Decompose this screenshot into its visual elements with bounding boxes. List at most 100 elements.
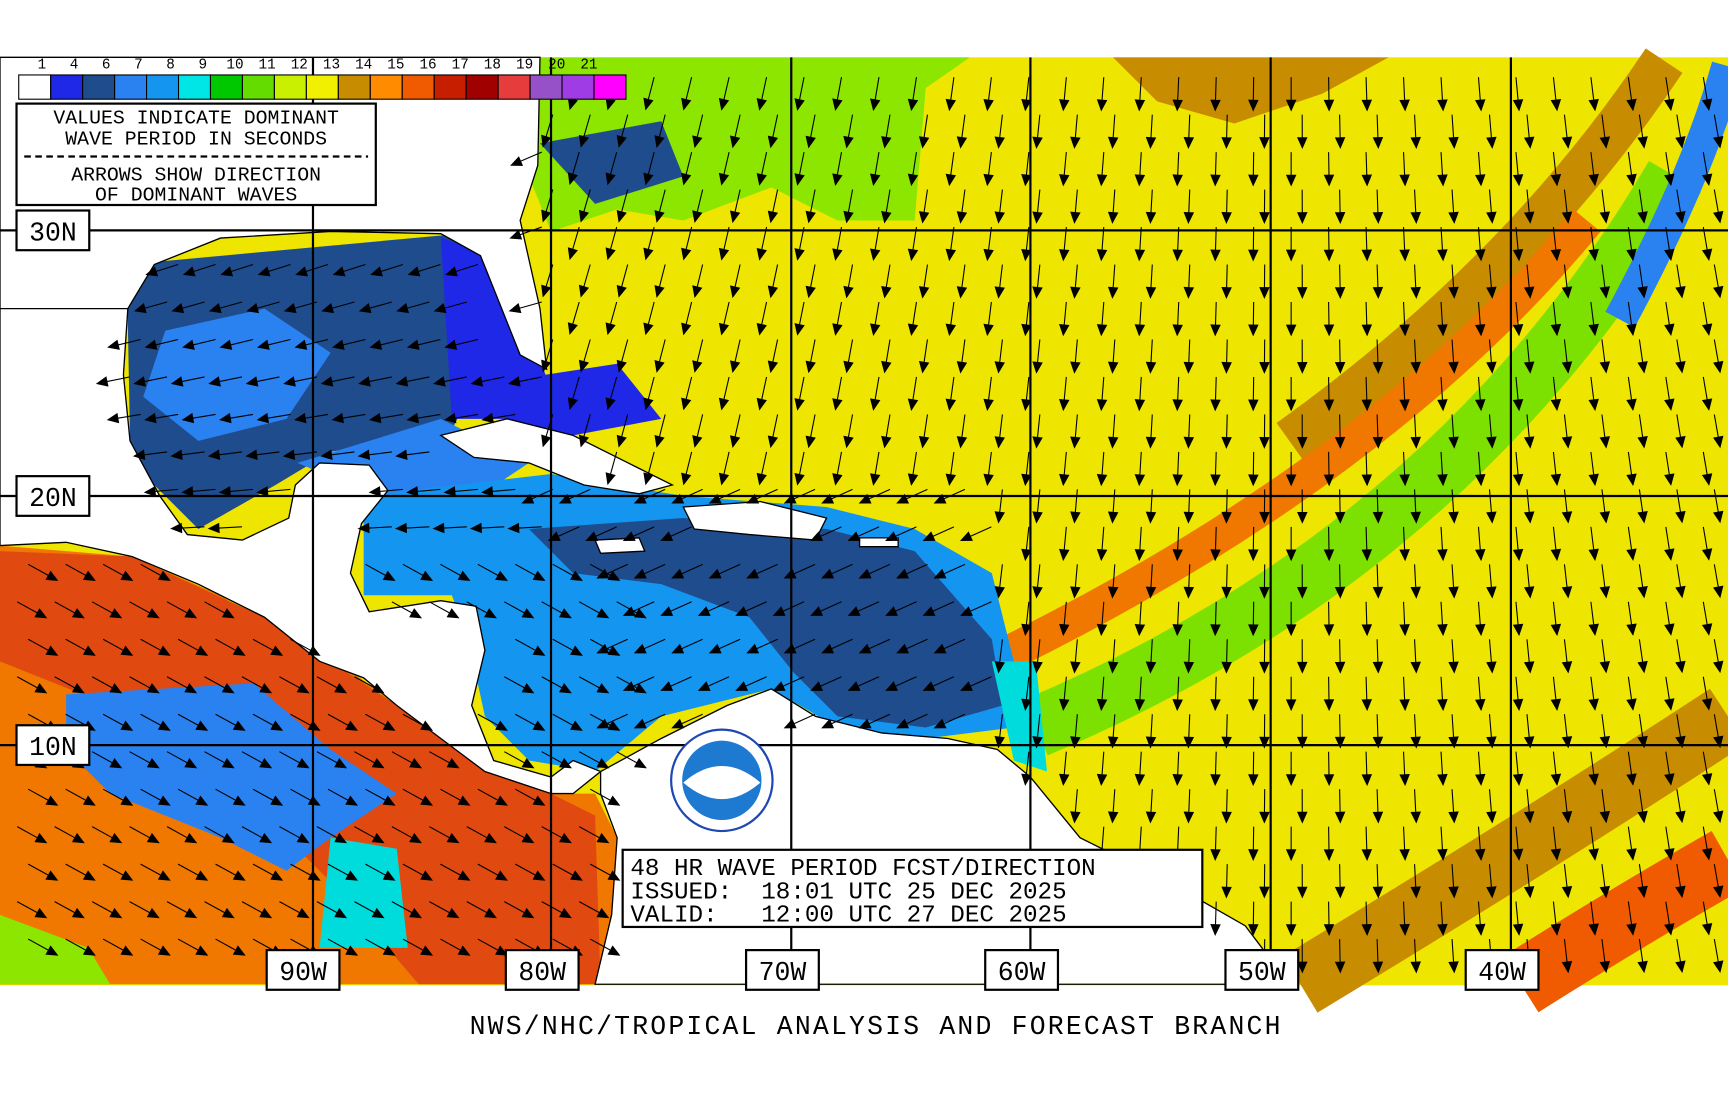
wave-arrow <box>177 938 209 956</box>
wave-arrow <box>1437 376 1448 412</box>
wave-arrow <box>208 301 243 314</box>
wave-arrow <box>1134 676 1146 712</box>
region-14 <box>1113 57 1389 124</box>
wave-arrow <box>552 713 583 731</box>
wave-arrow <box>1021 676 1032 711</box>
wave-arrow <box>1107 789 1119 824</box>
wave-arrow <box>1561 414 1573 449</box>
wave-arrow <box>1474 376 1486 412</box>
wave-arrow <box>1285 302 1297 337</box>
wave-arrow <box>1474 826 1486 861</box>
wave-arrow <box>622 601 655 616</box>
wave-arrow <box>1096 751 1108 787</box>
wave-arrow <box>1021 526 1032 562</box>
wave-arrow <box>558 488 591 504</box>
wave-arrow <box>1588 301 1599 337</box>
wave-arrow <box>994 339 1005 374</box>
wave-arrow <box>729 339 741 374</box>
wave-arrow <box>295 264 329 277</box>
wave-arrow <box>1399 751 1410 787</box>
wave-arrow <box>256 486 291 497</box>
wave-arrow <box>27 788 59 806</box>
wave-arrow <box>1221 339 1232 374</box>
wave-arrow <box>241 901 273 919</box>
wave-arrow <box>1437 601 1448 637</box>
wave-arrow <box>358 301 393 314</box>
wave-arrow <box>633 563 666 579</box>
wave-arrow <box>681 451 693 486</box>
wave-arrow <box>1701 77 1713 112</box>
wave-arrow <box>477 938 508 956</box>
wave-arrow <box>1448 339 1459 374</box>
wave-arrow <box>1675 864 1686 899</box>
wave-arrow <box>394 522 430 534</box>
wave-arrow <box>1172 676 1183 712</box>
wave-arrow <box>1070 489 1081 524</box>
wave-arrow <box>1486 189 1497 224</box>
wave-arrow <box>567 301 580 336</box>
wave-arrow <box>252 713 284 731</box>
wave-arrow <box>1713 339 1724 374</box>
wave-arrow <box>54 676 85 694</box>
lon-label-box <box>1224 948 1300 991</box>
wave-arrow <box>1512 901 1524 936</box>
legend-note: WAVE PERIOD IN SECONDS <box>65 127 327 150</box>
wave-arrow <box>1372 114 1384 150</box>
wave-arrow <box>1210 901 1221 937</box>
wave-arrow <box>1183 489 1195 524</box>
wave-arrow <box>320 376 355 387</box>
wave-arrow <box>241 826 273 844</box>
wave-arrow <box>605 376 618 411</box>
wave-arrow <box>933 713 966 729</box>
wave-arrow <box>1248 901 1259 937</box>
wave-arrow <box>140 788 171 806</box>
wave-arrow <box>735 676 767 691</box>
wave-arrow <box>1210 676 1221 712</box>
wave-arrow <box>1599 489 1611 524</box>
legend-swatch <box>593 74 627 100</box>
band-14 <box>1276 48 1683 459</box>
wave-arrow <box>1523 714 1535 749</box>
wave-arrow <box>697 676 730 691</box>
wave-arrow <box>1713 864 1724 899</box>
wave-arrow <box>1437 526 1448 562</box>
wave-arrow <box>245 449 280 460</box>
wave-arrow <box>767 414 779 449</box>
wave-arrow <box>552 563 583 581</box>
wave-arrow <box>252 788 284 806</box>
wave-arrow <box>794 151 805 186</box>
wave-arrow <box>1437 676 1448 712</box>
wave-arrow <box>616 264 629 298</box>
wave-arrow <box>1523 864 1535 899</box>
wave-arrow <box>391 751 423 769</box>
wave-arrow <box>767 339 779 374</box>
wave-arrow <box>1410 639 1421 674</box>
wave-arrow <box>1210 601 1221 637</box>
wave-arrow <box>1474 77 1486 112</box>
legend-scale-label: 12 <box>291 57 308 73</box>
wave-arrow <box>504 826 535 844</box>
wave-arrow <box>832 451 843 486</box>
wave-arrow <box>1285 77 1297 112</box>
wave-arrow <box>1021 376 1032 412</box>
wave-arrow <box>578 264 591 298</box>
wave-arrow <box>1626 451 1637 486</box>
wave-arrow <box>1259 639 1270 674</box>
legend-scale-label: 17 <box>452 57 469 73</box>
wave-arrow <box>1070 789 1081 824</box>
wave-arrow <box>589 788 621 806</box>
wave-arrow <box>1486 864 1497 899</box>
footer: NWS/NHC/TROPICAL ANALYSIS AND FORECAST B… <box>470 1012 1283 1042</box>
wave-arrow <box>432 522 467 534</box>
wave-arrow <box>1032 414 1043 449</box>
legend-scale-label: 13 <box>323 57 340 73</box>
wave-arrow <box>1701 751 1713 786</box>
wave-arrow <box>756 451 768 486</box>
legend-swatch <box>82 74 116 100</box>
wave-arrow <box>1664 152 1675 187</box>
wave-arrow <box>1070 189 1081 224</box>
wave-arrow <box>1361 526 1373 562</box>
wave-arrow <box>1372 564 1384 599</box>
wave-arrow <box>1588 601 1599 636</box>
